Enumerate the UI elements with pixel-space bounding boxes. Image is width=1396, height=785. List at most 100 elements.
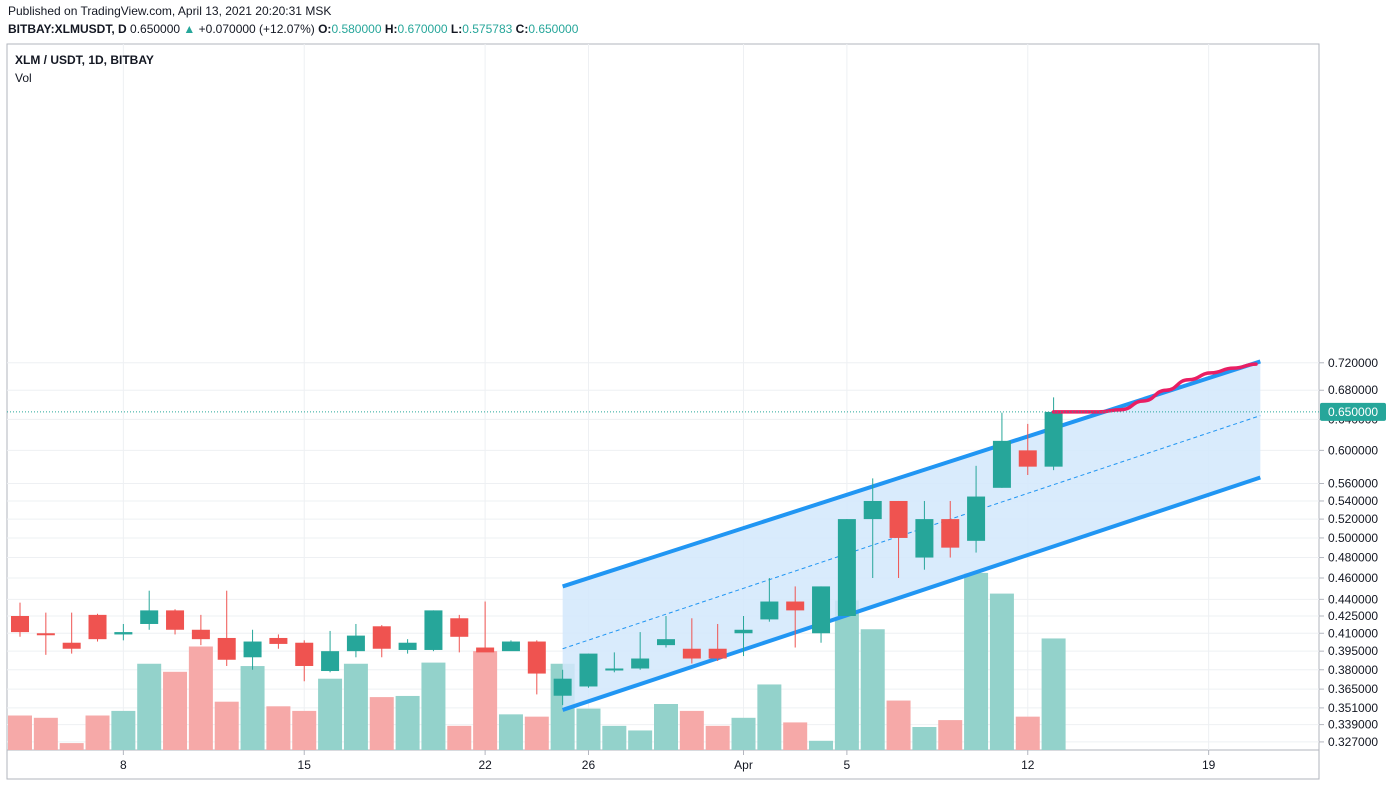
volume-bar bbox=[111, 710, 136, 750]
price-tick-label: 0.351000 bbox=[1328, 701, 1378, 715]
candle-body bbox=[941, 519, 960, 548]
published-note: Published on TradingView.com, April 13, … bbox=[8, 4, 332, 18]
regression-channel[interactable] bbox=[562, 359, 1261, 712]
candle-body bbox=[1044, 411, 1063, 467]
volume-bar bbox=[33, 717, 58, 750]
volume-bar bbox=[266, 706, 291, 750]
price-tick-label: 0.365000 bbox=[1328, 682, 1378, 696]
candle-body bbox=[682, 648, 701, 659]
volume-bar bbox=[731, 717, 756, 750]
volume-bar bbox=[912, 727, 937, 750]
low-value: 0.575783 bbox=[462, 22, 513, 36]
price-tick-label: 0.440000 bbox=[1328, 592, 1378, 606]
candle-body bbox=[915, 519, 934, 558]
price-tick-label: 0.339000 bbox=[1328, 718, 1378, 732]
time-tick-label: 5 bbox=[844, 758, 851, 772]
high-label: H: bbox=[384, 22, 398, 36]
candle-body bbox=[889, 500, 908, 538]
price-tick-label: 0.500000 bbox=[1328, 531, 1378, 545]
time-axis[interactable]: 8 15 22 26 Apr 5 12 19 bbox=[120, 750, 1216, 772]
candle-body bbox=[501, 641, 520, 652]
volume-bar bbox=[8, 715, 32, 750]
price-tick-label: 0.680000 bbox=[1328, 383, 1378, 397]
price-tick-label: 0.520000 bbox=[1328, 512, 1378, 526]
legend-title: XLM / USDT, 1D, BITBAY bbox=[15, 53, 154, 67]
time-tick-label: Apr bbox=[734, 758, 753, 772]
price-tick-label: 0.410000 bbox=[1328, 626, 1378, 640]
volume-bar bbox=[447, 725, 472, 750]
volume-bar bbox=[705, 725, 730, 750]
candle-body bbox=[191, 629, 210, 640]
volume-bar bbox=[85, 715, 110, 750]
ohlc-bar: BITBAY:XLMUSDT, D 0.650000 ▲ +0.070000 (… bbox=[8, 22, 578, 36]
candle-body bbox=[166, 610, 185, 630]
candle-body bbox=[631, 658, 650, 669]
candle-body bbox=[527, 641, 546, 674]
current-price-text: 0.650000 bbox=[1328, 405, 1378, 419]
candle-body bbox=[346, 635, 365, 652]
price-tick-label: 0.380000 bbox=[1328, 663, 1378, 677]
channel-upper-line[interactable] bbox=[562, 359, 1261, 589]
channel-middle-line[interactable] bbox=[562, 415, 1261, 650]
volume-bar bbox=[576, 708, 601, 750]
volume-bar bbox=[473, 651, 498, 750]
volume-bar bbox=[369, 697, 394, 750]
candle-body bbox=[657, 639, 675, 646]
time-tick-label: 15 bbox=[298, 758, 312, 772]
last-price: 0.650000 bbox=[130, 22, 181, 36]
candle-body bbox=[243, 641, 262, 658]
volume-bar bbox=[421, 662, 446, 750]
candle-body bbox=[372, 626, 391, 649]
candle-body bbox=[295, 642, 314, 666]
candle-body bbox=[88, 614, 107, 640]
volume-bar bbox=[834, 600, 859, 750]
volume-bar bbox=[602, 725, 627, 750]
candle-body bbox=[708, 648, 727, 659]
volume-bar bbox=[188, 646, 213, 750]
candle-body bbox=[579, 653, 598, 687]
candle-body bbox=[450, 618, 469, 637]
candle-body bbox=[605, 668, 624, 671]
volume-bar bbox=[679, 710, 704, 750]
candles bbox=[11, 397, 1063, 706]
candle-body bbox=[36, 633, 55, 636]
price-tick-label: 0.560000 bbox=[1328, 477, 1378, 491]
close-value: 0.650000 bbox=[528, 22, 579, 36]
current-price-badge bbox=[1320, 402, 1386, 421]
volume-bars bbox=[8, 572, 1066, 750]
time-tick-label: 12 bbox=[1021, 758, 1035, 772]
time-tick-label: 8 bbox=[120, 758, 127, 772]
volume-bar bbox=[498, 714, 523, 750]
price-axis[interactable]: 0.7200000.6800000.6400000.6000000.560000… bbox=[1319, 356, 1378, 749]
candle-body bbox=[786, 601, 805, 611]
price-tick-label: 0.600000 bbox=[1328, 443, 1378, 457]
triangle-up-icon: ▲ bbox=[183, 22, 196, 36]
volume-bar bbox=[137, 663, 162, 750]
time-tick-label: 22 bbox=[478, 758, 492, 772]
candle-body bbox=[476, 647, 495, 653]
volume-bar bbox=[938, 720, 963, 750]
legend-volume: Vol bbox=[15, 71, 32, 85]
price-tick-label: 0.480000 bbox=[1328, 551, 1378, 565]
volume-bar bbox=[886, 700, 911, 750]
open-value: 0.580000 bbox=[331, 22, 382, 36]
price-tick-label: 0.720000 bbox=[1328, 356, 1378, 370]
candle-body bbox=[398, 642, 417, 650]
volume-bar bbox=[860, 629, 885, 750]
candle-body bbox=[62, 642, 81, 649]
candle-body bbox=[1018, 450, 1037, 467]
price-tick-label: 0.395000 bbox=[1328, 644, 1378, 658]
candle-body bbox=[760, 601, 779, 620]
current-price-marker: 0.650000 bbox=[7, 402, 1386, 421]
candle-body bbox=[321, 651, 340, 672]
channel-lower-line[interactable] bbox=[562, 475, 1261, 712]
volume-bar bbox=[163, 671, 188, 750]
price-tick-label: 0.460000 bbox=[1328, 571, 1378, 585]
volume-bar bbox=[654, 704, 678, 750]
volume-bar bbox=[214, 701, 239, 750]
volume-bar bbox=[628, 730, 653, 750]
volume-bar bbox=[59, 743, 84, 750]
candle-body bbox=[967, 496, 986, 541]
volume-bar bbox=[964, 572, 989, 750]
